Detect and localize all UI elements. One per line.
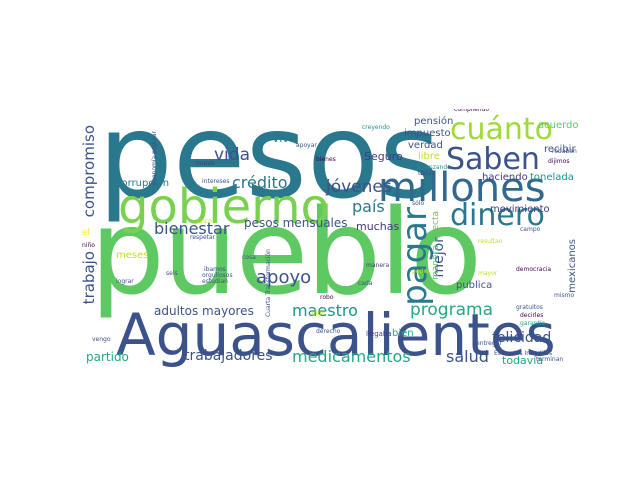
word-pueblo: pueblo (90, 183, 482, 321)
word-mayor: mayor (478, 270, 498, 277)
word-partido: partido (86, 350, 129, 364)
word-lograr: lograr (116, 278, 134, 285)
word-todas: todas (418, 170, 435, 177)
word-intereses: intereses (202, 178, 230, 185)
word-estancias-infantiles: Estancias Infantiles (494, 350, 553, 357)
word-resultan: resultan (478, 238, 503, 245)
word-viva: Viva (272, 132, 296, 145)
word-robaban: robaban (552, 148, 577, 155)
word-todavia: todavía (502, 354, 544, 367)
word-terminan: terminan (536, 356, 564, 363)
word-jovenes: jóvenes (326, 177, 392, 197)
word-respetar: respetar (190, 234, 216, 241)
word-pesos-mensuales: pesos mensuales (244, 216, 348, 230)
word-dinero: dinero (450, 198, 545, 233)
word-manera-directa: manera directa (431, 211, 441, 280)
word-seis: seis (166, 270, 178, 277)
word-cloud: pesos pueblo Aguascalientes gobierno mil… (80, 109, 580, 371)
word-cinco: cinco (196, 218, 212, 225)
word-decirles: decirles (520, 312, 544, 319)
word-millones: millones (378, 165, 546, 211)
word-campo: campo (520, 226, 541, 233)
word-libre: libre (418, 151, 440, 162)
word-muchas: muchas (356, 220, 400, 233)
word-pesos: pesos (98, 109, 441, 225)
word-seguro: Seguro (364, 150, 403, 163)
word-pagar: pagar (395, 207, 435, 306)
word-llegaba: llegaba (366, 330, 392, 338)
word-democracia: democracia (516, 266, 552, 273)
word-felicidad: felicidad (492, 330, 552, 346)
word-vengo: vengo (92, 336, 111, 343)
word-gratuitos: gratuitos (516, 304, 543, 311)
word-dijimos: dijimos (548, 158, 570, 165)
word-poder: poder (412, 268, 430, 275)
word-vida: vida (214, 145, 250, 165)
word-meses: meses (116, 250, 149, 261)
word-trabajo: trabajo (80, 251, 98, 305)
word-impuesto: impuesto (404, 128, 451, 139)
word-derecho: derecho (316, 328, 341, 335)
word-cuanto: cuánto (450, 112, 554, 147)
word-cumpliendo: cumpliendo (454, 109, 490, 113)
word-avanzando: avanzando (418, 164, 451, 171)
word-aguascalientes: Aguascalientes (116, 301, 556, 369)
word-cuarta-transformacion: Cuarta Transformación (265, 249, 272, 318)
word-bienes: bienes (316, 156, 336, 163)
word-salud: salud (446, 347, 489, 366)
word-economia-popular: economía popular (151, 131, 158, 186)
word-tonelada: tonelada (530, 172, 574, 183)
word-bienestar: bienestar (154, 219, 230, 238)
word-haciendo: haciendo (482, 172, 528, 183)
word-el: el (82, 228, 91, 238)
word-apoyar: apoyar (296, 142, 317, 149)
word-entregar: entregar (476, 340, 502, 347)
word-trabajadores: trabajadores (184, 348, 273, 364)
word-recibir: recibir (544, 144, 576, 155)
word-mismo: mismo (554, 292, 575, 299)
word-orgullosos: orgullosos (202, 272, 233, 279)
word-corrupcion: corrupción (116, 178, 170, 189)
word-adultos-mayores: adultos mayores (154, 304, 254, 318)
word-mexicanos: mexicanos (567, 239, 578, 293)
word-programa: programa (410, 300, 493, 320)
word-verdad: verdad (408, 140, 443, 151)
word-garantia: garantía (520, 320, 546, 327)
word-creyendo: creyendo (362, 124, 390, 131)
word-cosa: cosa (242, 254, 256, 261)
word-nino: niño (82, 242, 95, 249)
word-manera: manera (366, 262, 390, 269)
word-bien: bien (392, 328, 414, 339)
word-pension: pensión (414, 116, 454, 127)
word-acuerdo: acuerdo (538, 120, 579, 131)
word-movimiento: movimiento (490, 204, 550, 215)
word-compromiso: compromiso (80, 125, 98, 218)
word-robo: robo (320, 294, 334, 301)
word-digo: digo (312, 310, 325, 317)
word-medicamentos: medicamentos (292, 347, 411, 366)
word-cada: cada (358, 280, 373, 287)
word-nuevo: nuevo (196, 160, 215, 167)
word-pais: país (352, 197, 385, 216)
word-apoyo: apoyo (256, 267, 312, 288)
word-estudian: estudian (202, 278, 228, 285)
word-solo: sólo (412, 200, 425, 207)
word-ibamos: ibamos (204, 266, 226, 273)
word-saben: Saben (446, 142, 540, 177)
word-publica: publica (456, 280, 493, 291)
word-gobierno: gobierno (118, 179, 330, 235)
word-maestro: maestro (292, 301, 358, 320)
word-credito: crédito (232, 173, 288, 192)
